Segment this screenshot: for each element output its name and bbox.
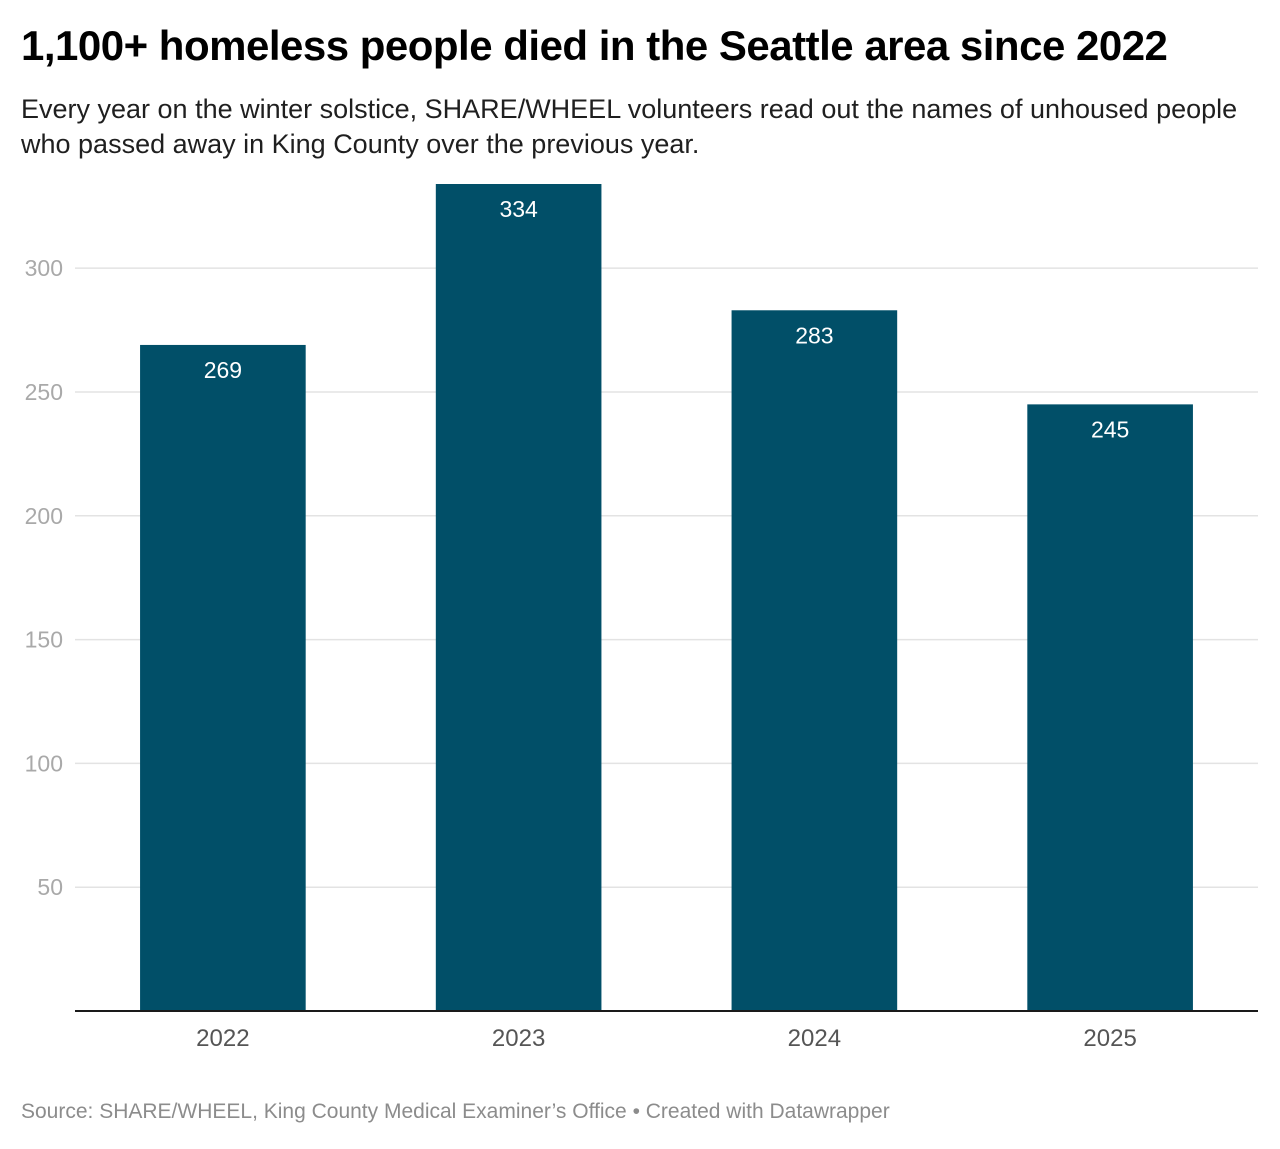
chart-title: 1,100+ homeless people died in the Seatt… [21,22,1168,69]
bar-value-label: 334 [499,196,538,222]
bar-2024 [731,310,898,1011]
y-tick-label: 250 [25,379,63,405]
source-note: Source: SHARE/WHEEL, King County Medical… [21,1100,890,1123]
y-tick-label: 50 [37,874,63,900]
x-tick-label: 2024 [788,1025,841,1052]
bars [140,184,1193,1011]
chart-subtitle: Every year on the winter solstice, SHARE… [21,94,1238,159]
y-tick-label: 200 [25,503,63,529]
x-tick-label: 2022 [196,1025,249,1052]
y-axis-ticks: 50 100 150 200 250 300 [25,255,63,900]
bar-value-label: 245 [1091,416,1129,442]
x-axis-ticks: 2022 2023 2024 2025 [196,1025,1137,1052]
x-tick-label: 2023 [492,1025,545,1052]
bar-value-labels: 269 334 283 245 [204,196,1130,442]
x-tick-label: 2025 [1083,1025,1136,1052]
y-tick-label: 100 [25,750,63,776]
y-tick-label: 300 [25,255,63,281]
bar-2025 [1027,404,1193,1011]
bar-2023 [435,184,602,1011]
bar-value-label: 269 [204,357,242,383]
bar-value-label: 283 [795,322,833,348]
bar-2022 [140,344,306,1011]
y-tick-label: 150 [25,627,63,653]
